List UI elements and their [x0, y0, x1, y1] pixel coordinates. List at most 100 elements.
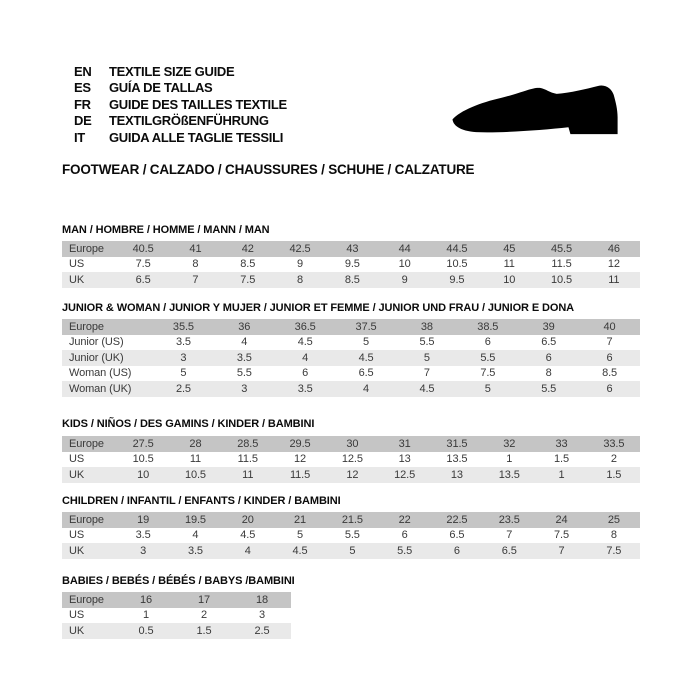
- size-cell: 3.5: [297, 382, 313, 395]
- guide-title: GUÍA DE TALLAS: [109, 80, 213, 96]
- size-cell: 6: [545, 351, 552, 364]
- size-cell: 22.5: [446, 513, 468, 526]
- size-cell: 8: [545, 367, 552, 380]
- language-row: IT GUIDA ALLE TAGLIE TESSILI: [74, 129, 287, 146]
- size-cell: 36.5: [294, 320, 316, 333]
- size-cell: 5.5: [541, 382, 557, 395]
- table-row: Europe 40.5 41 42 42.5 43 44 44.5 45 45.5 46: [62, 241, 640, 257]
- row-label: Woman (UK): [69, 382, 132, 395]
- size-cell: 1: [506, 453, 513, 466]
- guide-title: GUIDA ALLE TAGLIE TESSILI: [109, 129, 284, 145]
- size-cell: 42.5: [289, 242, 311, 255]
- size-cell: 5: [180, 367, 187, 380]
- language-row: DE TEXTILGRÖßENFÜHRUNG: [74, 113, 287, 130]
- size-table-babies: Europe 16 17 18 US 1 2 3 UK 0.5 1.5 2.5: [62, 592, 291, 639]
- size-cell: 13: [398, 453, 411, 466]
- table-row: US 3.5 4 4.5 5 5.5 6 6.5 7 7.5 8: [62, 527, 640, 543]
- size-cell: 10.5: [446, 258, 468, 271]
- size-cell: 3.5: [175, 336, 191, 349]
- size-cell: 4.5: [292, 544, 308, 557]
- size-cell: 12: [346, 468, 359, 481]
- language-code: FR: [74, 96, 91, 112]
- size-cell: 8.5: [240, 258, 256, 271]
- table-row: Europe 35.5 36 36.5 37.5 38 38.5 39 40: [62, 319, 640, 335]
- size-cell: 7.5: [554, 529, 570, 542]
- size-cell: 28: [189, 437, 202, 450]
- size-cell: 4.5: [297, 336, 313, 349]
- size-cell: 6.5: [358, 367, 374, 380]
- size-cell: 44.5: [446, 242, 468, 255]
- table-title-babies: BABIES / BEBÉS / BÉBÉS / BABYS /BAMBINI: [62, 575, 295, 587]
- row-label: UK: [69, 273, 85, 286]
- guide-title: GUIDE DES TAILLES TEXTILE: [109, 96, 287, 112]
- size-cell: 45.5: [551, 242, 573, 255]
- size-cell: 2.5: [175, 382, 191, 395]
- size-cell: 12.5: [341, 453, 363, 466]
- size-cell: 3.5: [236, 351, 252, 364]
- size-cell: 43: [346, 242, 359, 255]
- size-cell: 7: [606, 336, 613, 349]
- size-cell: 8.5: [602, 367, 618, 380]
- size-cell: 4: [244, 544, 251, 557]
- table-row: US 10.5 11 11.5 12 12.5 13 13.5 1 1.5 2: [62, 451, 640, 467]
- size-cell: 7.5: [606, 544, 622, 557]
- size-cell: 9.5: [449, 273, 465, 286]
- table-title-children: CHILDREN / INFANTIL / ENFANTS / KINDER /…: [62, 495, 341, 507]
- table-row: US 1 2 3: [62, 607, 291, 623]
- size-cell: 11: [503, 258, 515, 271]
- size-cell: 46: [607, 242, 620, 255]
- size-cell: 7: [423, 367, 430, 380]
- row-label: Junior (US): [69, 336, 124, 349]
- row-label: UK: [69, 624, 85, 637]
- size-cell: 5.5: [419, 336, 435, 349]
- size-cell: 5.5: [344, 529, 360, 542]
- size-cell: 12: [294, 453, 307, 466]
- size-cell: 21: [294, 513, 307, 526]
- size-cell: 9.5: [344, 258, 360, 271]
- size-cell: 31.5: [446, 437, 468, 450]
- table-row: Junior (UK) 3 3.5 4 4.5 5 5.5 6 6: [62, 350, 640, 366]
- size-cell: 7: [506, 529, 513, 542]
- size-cell: 18: [255, 593, 269, 606]
- size-cell: 3: [180, 351, 187, 364]
- category-title: FOOTWEAR / CALZADO / CHAUSSURES / SCHUHE…: [62, 162, 475, 177]
- size-cell: 1: [558, 468, 565, 481]
- size-table-children: Europe 19 19.5 20 21 21.5 22 22.5 23.5 24 25 US 3.5 4…: [62, 512, 640, 559]
- size-cell: 6.5: [501, 544, 517, 557]
- size-cell: 21.5: [341, 513, 363, 526]
- size-cell: 6.5: [449, 529, 465, 542]
- size-cell: 6: [401, 529, 408, 542]
- row-label: US: [69, 258, 85, 271]
- table-row: US 7.5 8 8.5 9 9.5 10 10.5 11 11.5 12: [62, 256, 640, 272]
- row-label: Europe: [69, 593, 104, 606]
- size-cell: 6: [453, 544, 460, 557]
- row-label: US: [69, 453, 85, 466]
- size-cell: 2: [610, 453, 617, 466]
- size-cell: 5.5: [397, 544, 413, 557]
- size-cell: 28.5: [237, 437, 259, 450]
- size-cell: 13.5: [446, 453, 468, 466]
- size-cell: 8: [192, 258, 199, 271]
- size-table-junior-woman: Europe 35.5 36 36.5 37.5 38 38.5 39 40 Junior (US…: [62, 319, 640, 397]
- table-row: Europe 16 17 18: [62, 592, 291, 608]
- table-row: Woman (UK) 2.5 3 3.5 4 4.5 5 5.5 6: [62, 381, 640, 397]
- size-cell: 11.5: [289, 468, 311, 481]
- size-cell: 7: [192, 273, 199, 286]
- size-cell: 44: [398, 242, 411, 255]
- table-row: Junior (US) 3.5 4 4.5 5 5.5 6 6.5 7: [62, 334, 640, 350]
- row-label: Europe: [69, 513, 104, 526]
- size-cell: 6: [302, 367, 309, 380]
- row-label: Junior (UK): [69, 351, 124, 364]
- table-title-kids: KIDS / NIÑOS / DES GAMINS / KINDER / BAM…: [62, 418, 315, 430]
- size-cell: 10.5: [132, 453, 154, 466]
- row-label: Woman (US): [69, 367, 132, 380]
- size-cell: 4.5: [419, 382, 435, 395]
- size-cell: 23.5: [498, 513, 520, 526]
- size-cell: 5.5: [236, 367, 252, 380]
- size-cell: 9: [297, 258, 304, 271]
- size-cell: 8: [610, 529, 617, 542]
- size-cell: 25: [607, 513, 620, 526]
- size-cell: 3: [140, 544, 147, 557]
- size-cell: 5.5: [480, 351, 496, 364]
- size-cell: 22: [398, 513, 411, 526]
